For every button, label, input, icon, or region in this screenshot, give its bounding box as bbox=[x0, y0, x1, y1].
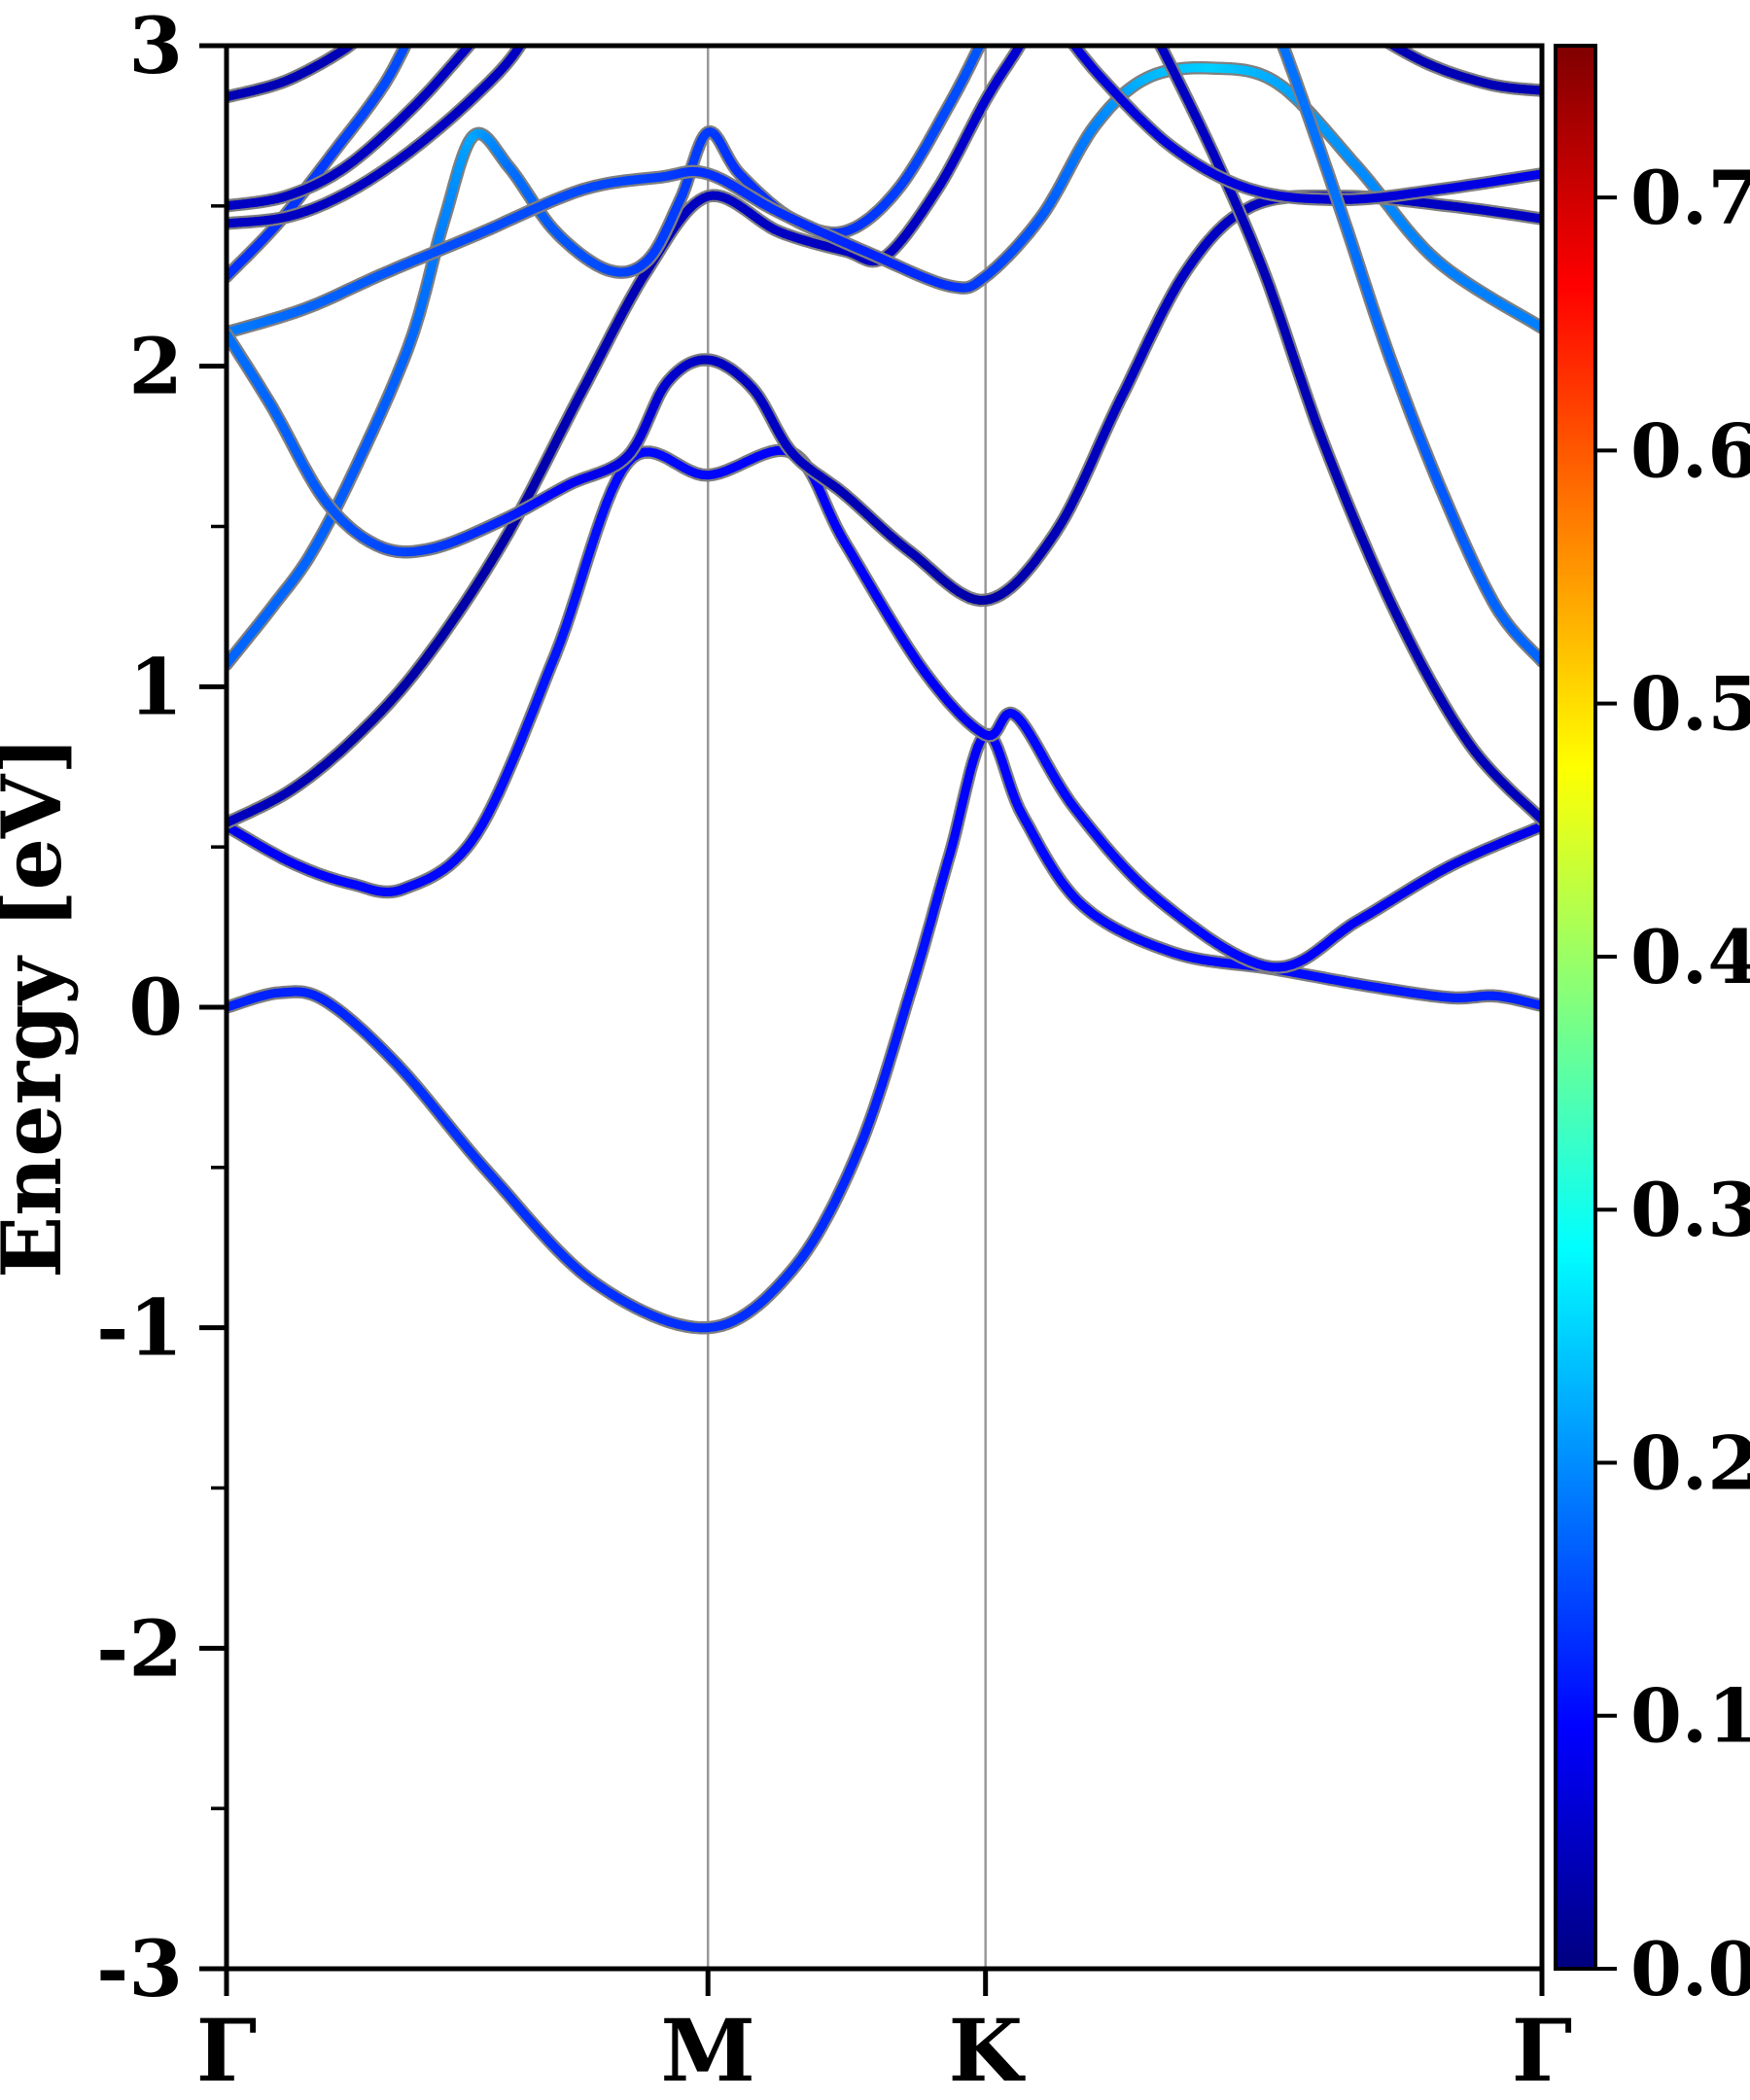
band-curves bbox=[227, 46, 1542, 1335]
colorbar: 0.0 0.1 0.2 0.3 0.4 0.5 0.6 0.7 bbox=[1554, 44, 1750, 2012]
y-axis-ticks: 3 2 1 0 -1 -2 -3 bbox=[96, 0, 227, 2014]
y-tick-label: 2 bbox=[128, 321, 183, 412]
colorbar-tick-label: 0.0 bbox=[1630, 1926, 1750, 2012]
colorbar-tick-label: 0.6 bbox=[1630, 407, 1750, 494]
x-tick-label: M bbox=[660, 2000, 754, 2100]
band-08-steep-navy-right bbox=[1153, 46, 1542, 826]
colorbar-tick-label: 0.5 bbox=[1630, 661, 1750, 748]
band-07-steep-blue-left bbox=[227, 46, 413, 284]
x-tick-label: K bbox=[948, 2000, 1026, 2100]
band-06-lens-parabola bbox=[227, 189, 1542, 608]
x-tick-label: Γ bbox=[1512, 2000, 1572, 2100]
y-tick-label: 1 bbox=[128, 641, 183, 732]
y-tick-label: 0 bbox=[128, 962, 183, 1053]
band-01-lowest bbox=[227, 727, 1542, 1335]
band-10-topright-navy bbox=[1381, 46, 1542, 97]
y-axis-label: Energy [eV] bbox=[0, 736, 80, 1278]
colorbar-ticks: 0.0 0.1 0.2 0.3 0.4 0.5 0.6 0.7 bbox=[1595, 155, 1750, 2012]
colorbar-frame bbox=[1554, 44, 1597, 1971]
colorbar-tick-label: 0.3 bbox=[1630, 1167, 1750, 1253]
colorbar-tick-label: 0.1 bbox=[1630, 1673, 1750, 1760]
band-02-fork-dip-dirac bbox=[227, 443, 1542, 974]
band-14-lightblue-right bbox=[1276, 46, 1542, 668]
y-tick-label: -3 bbox=[96, 1923, 183, 2014]
plot-area bbox=[227, 46, 1542, 1969]
colorbar-tick-label: 0.7 bbox=[1630, 155, 1750, 241]
y-tick-label: -1 bbox=[96, 1282, 183, 1374]
colorbar-gradient bbox=[1556, 46, 1595, 1969]
band-12-navy-pair-b bbox=[227, 46, 528, 230]
band-13-topleft-navy bbox=[227, 46, 361, 104]
y-tick-label: 3 bbox=[128, 0, 183, 91]
band-11-navy-pair-a bbox=[227, 46, 478, 213]
y-tick-label: -2 bbox=[96, 1602, 183, 1694]
colorbar-tick-label: 0.2 bbox=[1630, 1419, 1750, 1506]
x-tick-label: Γ bbox=[196, 2000, 257, 2100]
colorbar-tick-label: 0.4 bbox=[1630, 914, 1750, 1000]
band-09-right-upper bbox=[1066, 46, 1542, 206]
